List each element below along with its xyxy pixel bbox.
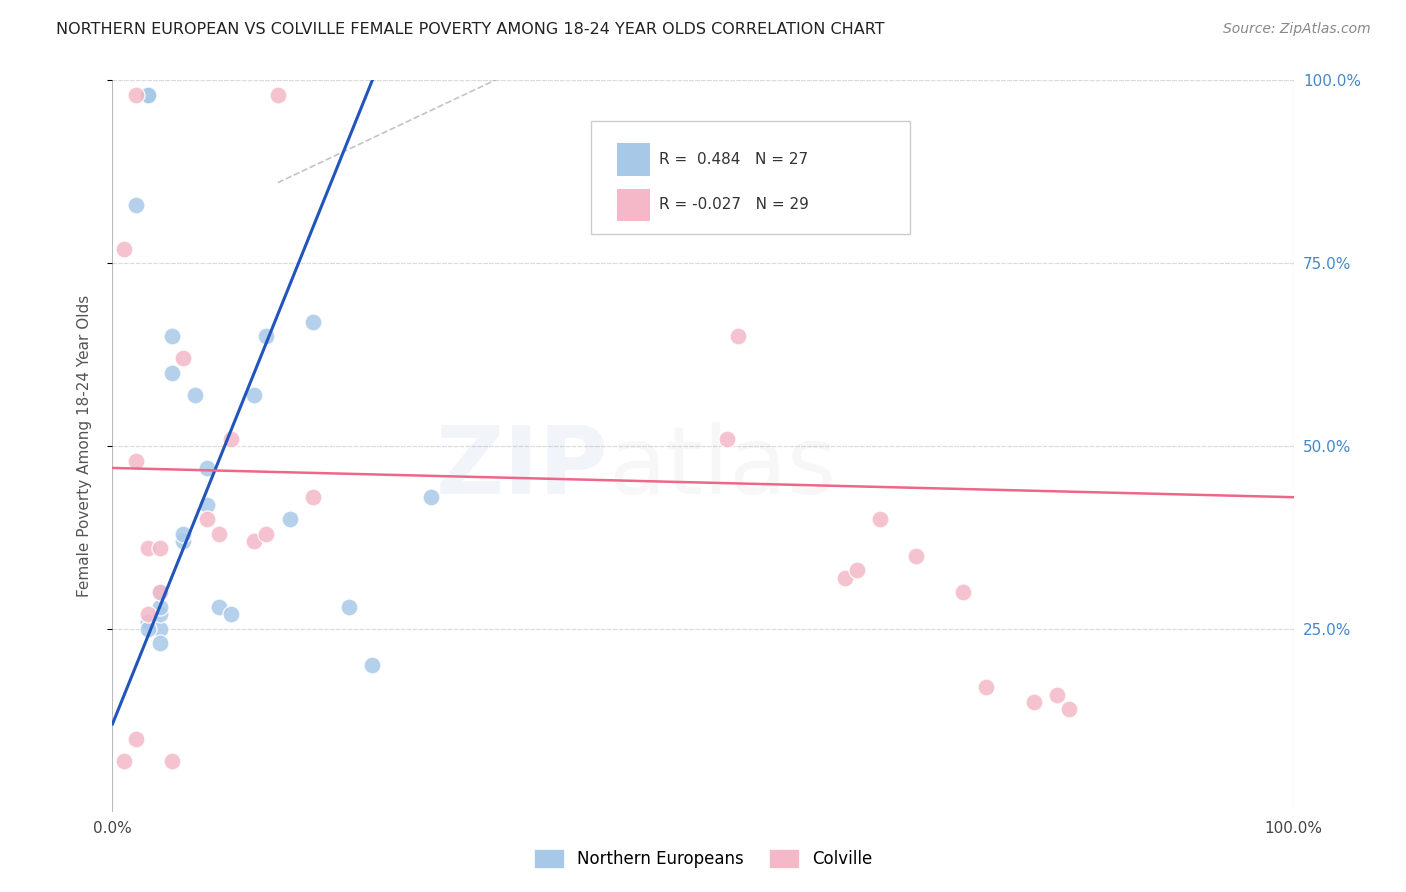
Point — [1046, 688, 1069, 702]
Point — [302, 315, 325, 329]
Point — [149, 541, 172, 556]
Point — [136, 607, 159, 622]
Point — [195, 512, 218, 526]
Point — [136, 87, 159, 102]
Text: ZIP: ZIP — [436, 422, 609, 514]
Point — [267, 87, 290, 102]
Text: Source: ZipAtlas.com: Source: ZipAtlas.com — [1223, 22, 1371, 37]
Point — [952, 585, 974, 599]
Point — [219, 432, 242, 446]
Point — [184, 388, 207, 402]
Point — [160, 366, 183, 380]
Point — [904, 549, 927, 563]
Point — [727, 329, 749, 343]
Point — [136, 622, 159, 636]
Point — [125, 731, 148, 746]
Point — [716, 432, 738, 446]
Point — [208, 599, 231, 614]
Point — [834, 571, 856, 585]
Point — [136, 87, 159, 102]
Bar — [617, 189, 650, 221]
Bar — [617, 144, 650, 176]
Point — [149, 585, 172, 599]
Point — [149, 622, 172, 636]
Point — [149, 636, 172, 650]
Text: R = -0.027   N = 29: R = -0.027 N = 29 — [659, 197, 810, 212]
FancyBboxPatch shape — [591, 120, 910, 234]
Point — [125, 197, 148, 211]
Point — [160, 754, 183, 768]
Point — [172, 526, 194, 541]
Point — [243, 534, 266, 549]
Point — [149, 599, 172, 614]
Point — [160, 329, 183, 343]
Point — [149, 585, 172, 599]
Point — [112, 754, 135, 768]
Text: atlas: atlas — [609, 422, 837, 514]
Point — [125, 453, 148, 467]
Point — [243, 388, 266, 402]
Point — [136, 87, 159, 102]
Point — [172, 534, 194, 549]
Point — [195, 461, 218, 475]
Point — [136, 541, 159, 556]
Point — [172, 351, 194, 366]
Y-axis label: Female Poverty Among 18-24 Year Olds: Female Poverty Among 18-24 Year Olds — [77, 295, 91, 597]
Point — [278, 512, 301, 526]
Point — [1057, 702, 1080, 716]
Point — [361, 658, 384, 673]
Point — [208, 526, 231, 541]
Text: NORTHERN EUROPEAN VS COLVILLE FEMALE POVERTY AMONG 18-24 YEAR OLDS CORRELATION C: NORTHERN EUROPEAN VS COLVILLE FEMALE POV… — [56, 22, 884, 37]
Point — [112, 242, 135, 256]
Point — [254, 526, 277, 541]
Point — [302, 490, 325, 504]
Point — [254, 329, 277, 343]
Point — [195, 498, 218, 512]
Point — [136, 615, 159, 629]
Point — [869, 512, 891, 526]
Text: R =  0.484   N = 27: R = 0.484 N = 27 — [659, 152, 808, 167]
Point — [337, 599, 360, 614]
Point — [845, 563, 868, 577]
Point — [125, 87, 148, 102]
Point — [219, 607, 242, 622]
Legend: Northern Europeans, Colville: Northern Europeans, Colville — [527, 842, 879, 875]
Point — [420, 490, 443, 504]
Point — [1022, 695, 1045, 709]
Point — [976, 681, 998, 695]
Point — [149, 607, 172, 622]
